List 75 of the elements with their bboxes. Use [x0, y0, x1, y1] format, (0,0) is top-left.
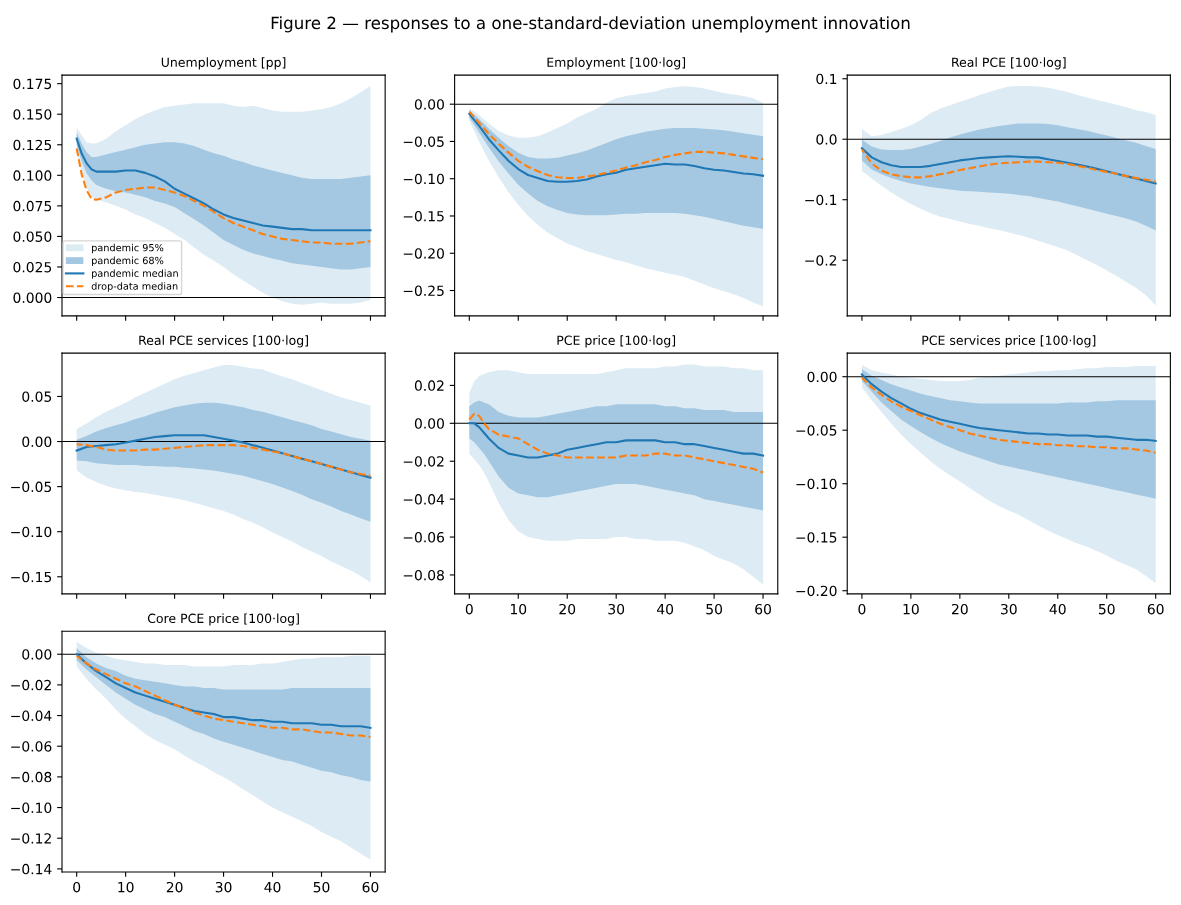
chart-title: PCE services price [100·log] [922, 335, 1096, 348]
x-tick-label: 30 [1001, 603, 1017, 615]
chart-title: PCE price [100·log] [557, 335, 676, 348]
y-tick-label: 0.025 [13, 261, 52, 273]
x-tick-label: 30 [608, 603, 625, 615]
y-tick-label: −0.06 [11, 741, 52, 752]
x-tick-label: 0 [73, 881, 81, 893]
y-tick-label: −0.05 [11, 481, 52, 493]
y-tick-label: −0.04 [11, 710, 52, 722]
x-tick-label: 50 [313, 881, 330, 893]
y-tick-label: −0.20 [796, 585, 837, 597]
y-tick-label: −0.20 [403, 248, 444, 259]
x-tick-label: 50 [1098, 603, 1115, 615]
y-tick-label: 0.02 [414, 380, 444, 391]
chart-title: Real PCE services [100·log] [139, 335, 308, 348]
x-tick-label: 60 [362, 881, 379, 893]
y-tick-label: −0.05 [403, 136, 444, 147]
x-tick-label: 60 [1147, 603, 1164, 615]
y-tick-label: 0.075 [13, 200, 52, 212]
x-tick-label: 10 [118, 881, 134, 893]
chart-title: Core PCE price [100·log] [147, 613, 299, 626]
x-tick-label: 20 [166, 881, 183, 893]
y-tick-label: 0.000 [13, 292, 52, 303]
y-tick-label: −0.10 [11, 526, 52, 538]
y-tick-label: 0.150 [13, 109, 52, 120]
x-tick-label: 0 [465, 603, 473, 615]
y-tick-label: 0.00 [807, 371, 837, 383]
y-tick-label: −0.12 [11, 833, 51, 844]
x-tick-label: 20 [952, 603, 968, 615]
y-tick-label: −0.08 [11, 771, 52, 783]
y-tick-label: −0.14 [11, 863, 52, 875]
x-tick-label: 10 [903, 603, 919, 615]
y-tick-label: −0.1 [805, 194, 837, 206]
x-tick-label: 20 [559, 603, 576, 615]
y-tick-label: 0.050 [13, 231, 52, 242]
x-tick-label: 60 [755, 603, 771, 615]
y-tick-label: −0.06 [403, 532, 445, 543]
y-tick-label: −0.02 [11, 679, 51, 691]
x-tick-label: 40 [656, 603, 674, 615]
y-tick-label: −0.15 [403, 210, 444, 222]
y-tick-label: −0.10 [796, 478, 837, 490]
y-tick-label: −0.10 [403, 173, 444, 185]
chart-title: Real PCE [100·log] [952, 57, 1066, 70]
y-tick-label: −0.25 [403, 285, 444, 296]
legend-label: pandemic 68% [92, 256, 164, 267]
chart-title: Employment [100·log] [547, 57, 686, 70]
text: Figure 2 — responses to a one-standard-deviation unemployment innovation [271, 16, 910, 33]
legend-label: pandemic 95% [92, 243, 164, 254]
y-tick-label: −0.05 [796, 425, 837, 436]
x-tick-label: 40 [1049, 603, 1066, 615]
y-tick-label: −0.08 [403, 569, 444, 581]
x-tick-label: 10 [510, 603, 527, 615]
x-tick-label: 0 [858, 603, 866, 615]
y-tick-label: −0.15 [796, 532, 837, 543]
x-tick-label: 30 [215, 881, 232, 893]
chart-title: Unemployment [pp] [161, 57, 286, 70]
y-tick-label: 0.00 [414, 418, 444, 429]
y-tick-label: 0.0 [816, 134, 837, 145]
y-tick-label: 0.05 [22, 391, 52, 402]
y-tick-label: 0.100 [13, 170, 52, 181]
legend-label: drop-data median [91, 282, 178, 292]
legend-label: pandemic median [92, 269, 178, 279]
y-tick-label: 0.00 [414, 99, 444, 110]
y-tick-label: −0.04 [403, 494, 445, 505]
y-tick-label: −0.2 [805, 255, 837, 266]
y-tick-label: 0.00 [22, 436, 52, 448]
x-tick-label: 50 [706, 603, 723, 615]
y-tick-label: 0.175 [13, 78, 52, 90]
y-tick-label: −0.02 [403, 456, 444, 467]
y-tick-label: −0.10 [11, 802, 52, 814]
y-tick-label: 0.1 [816, 73, 837, 85]
x-tick-label: 40 [264, 881, 281, 893]
y-tick-label: −0.15 [11, 571, 52, 583]
y-tick-label: 0.00 [22, 649, 52, 660]
y-tick-label: 0.125 [13, 139, 52, 151]
